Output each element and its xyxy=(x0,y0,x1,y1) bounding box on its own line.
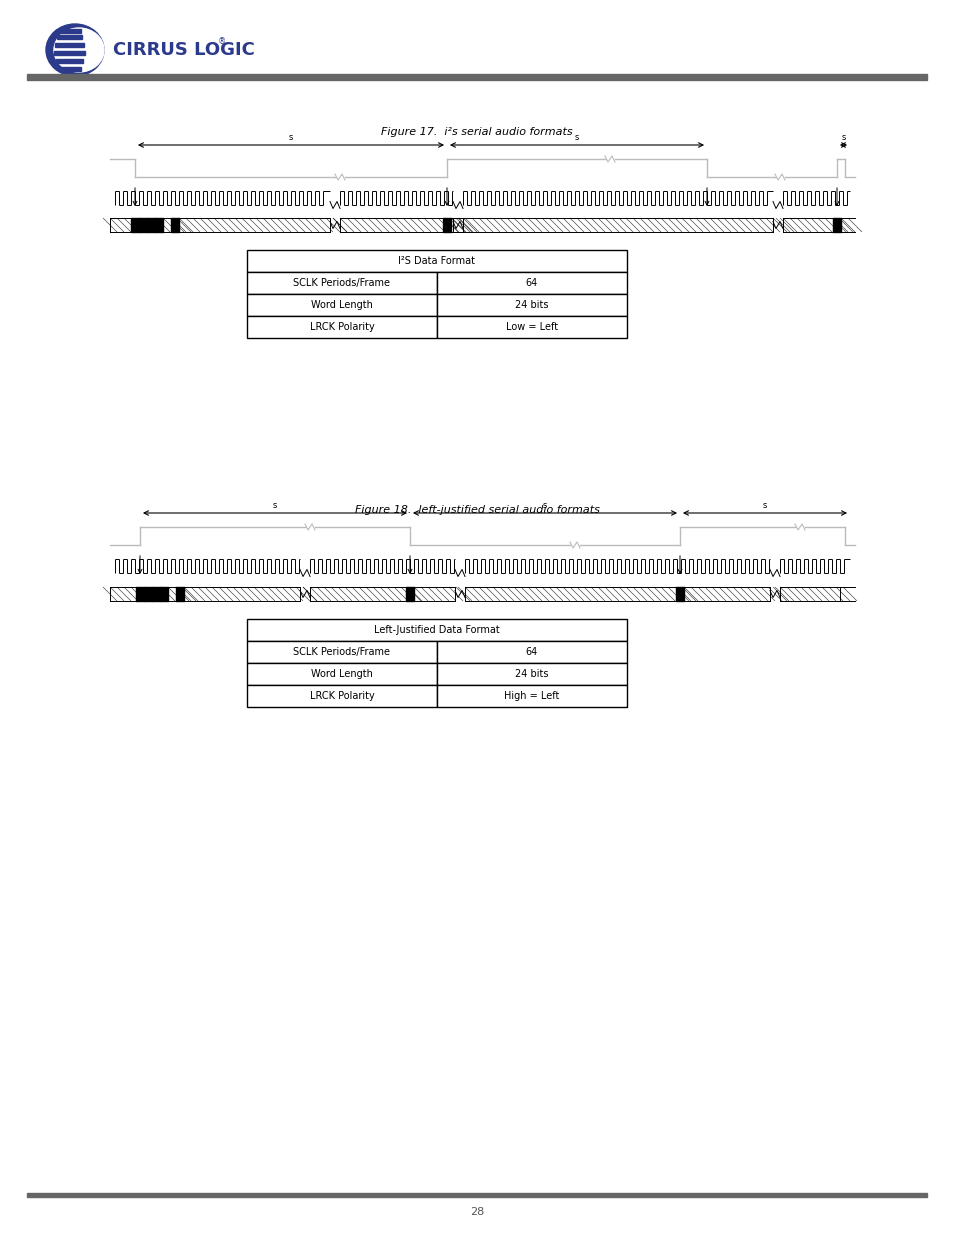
Text: Figure 18.  left-justified serial audio formats: Figure 18. left-justified serial audio f… xyxy=(355,505,598,515)
Bar xyxy=(247,685,436,706)
Text: s: s xyxy=(762,501,766,510)
Text: s: s xyxy=(841,133,844,142)
Bar xyxy=(27,1193,926,1197)
Bar xyxy=(56,58,84,63)
Bar xyxy=(58,67,81,70)
Bar xyxy=(436,316,626,338)
Text: Word Length: Word Length xyxy=(311,300,373,310)
Text: Left-Justified Data Format: Left-Justified Data Format xyxy=(374,625,499,635)
Text: CIRRUS LOGIC: CIRRUS LOGIC xyxy=(112,41,254,59)
Bar xyxy=(247,316,436,338)
Bar xyxy=(55,42,85,47)
Text: ®: ® xyxy=(218,37,226,47)
Bar xyxy=(436,294,626,316)
Bar xyxy=(247,272,436,294)
Text: High = Left: High = Left xyxy=(504,692,559,701)
Bar xyxy=(247,249,626,272)
Bar xyxy=(247,294,436,316)
Text: LRCK Polarity: LRCK Polarity xyxy=(310,692,374,701)
Bar xyxy=(54,51,86,54)
Bar xyxy=(436,663,626,685)
Bar xyxy=(59,28,81,32)
Text: 24 bits: 24 bits xyxy=(515,300,548,310)
Text: s: s xyxy=(273,501,277,510)
Bar xyxy=(57,35,82,38)
Bar xyxy=(247,641,436,663)
Bar xyxy=(436,685,626,706)
Bar xyxy=(27,74,926,80)
Text: LRCK Polarity: LRCK Polarity xyxy=(310,322,374,332)
Text: I²S Data Format: I²S Data Format xyxy=(398,256,475,266)
Text: Word Length: Word Length xyxy=(311,669,373,679)
Ellipse shape xyxy=(46,23,104,77)
Bar xyxy=(247,663,436,685)
Text: SCLK Periods/Frame: SCLK Periods/Frame xyxy=(294,647,390,657)
Bar xyxy=(436,641,626,663)
Text: s: s xyxy=(575,133,578,142)
Text: 24 bits: 24 bits xyxy=(515,669,548,679)
Bar xyxy=(247,619,626,641)
Text: 28: 28 xyxy=(470,1207,483,1216)
Ellipse shape xyxy=(54,28,104,72)
Text: 64: 64 xyxy=(525,278,537,288)
Text: Figure 17.  i²s serial audio formats: Figure 17. i²s serial audio formats xyxy=(381,127,572,137)
Text: 64: 64 xyxy=(525,647,537,657)
Bar xyxy=(436,272,626,294)
Text: s: s xyxy=(542,501,547,510)
Text: s: s xyxy=(289,133,293,142)
Text: SCLK Periods/Frame: SCLK Periods/Frame xyxy=(294,278,390,288)
Text: Low = Left: Low = Left xyxy=(505,322,558,332)
